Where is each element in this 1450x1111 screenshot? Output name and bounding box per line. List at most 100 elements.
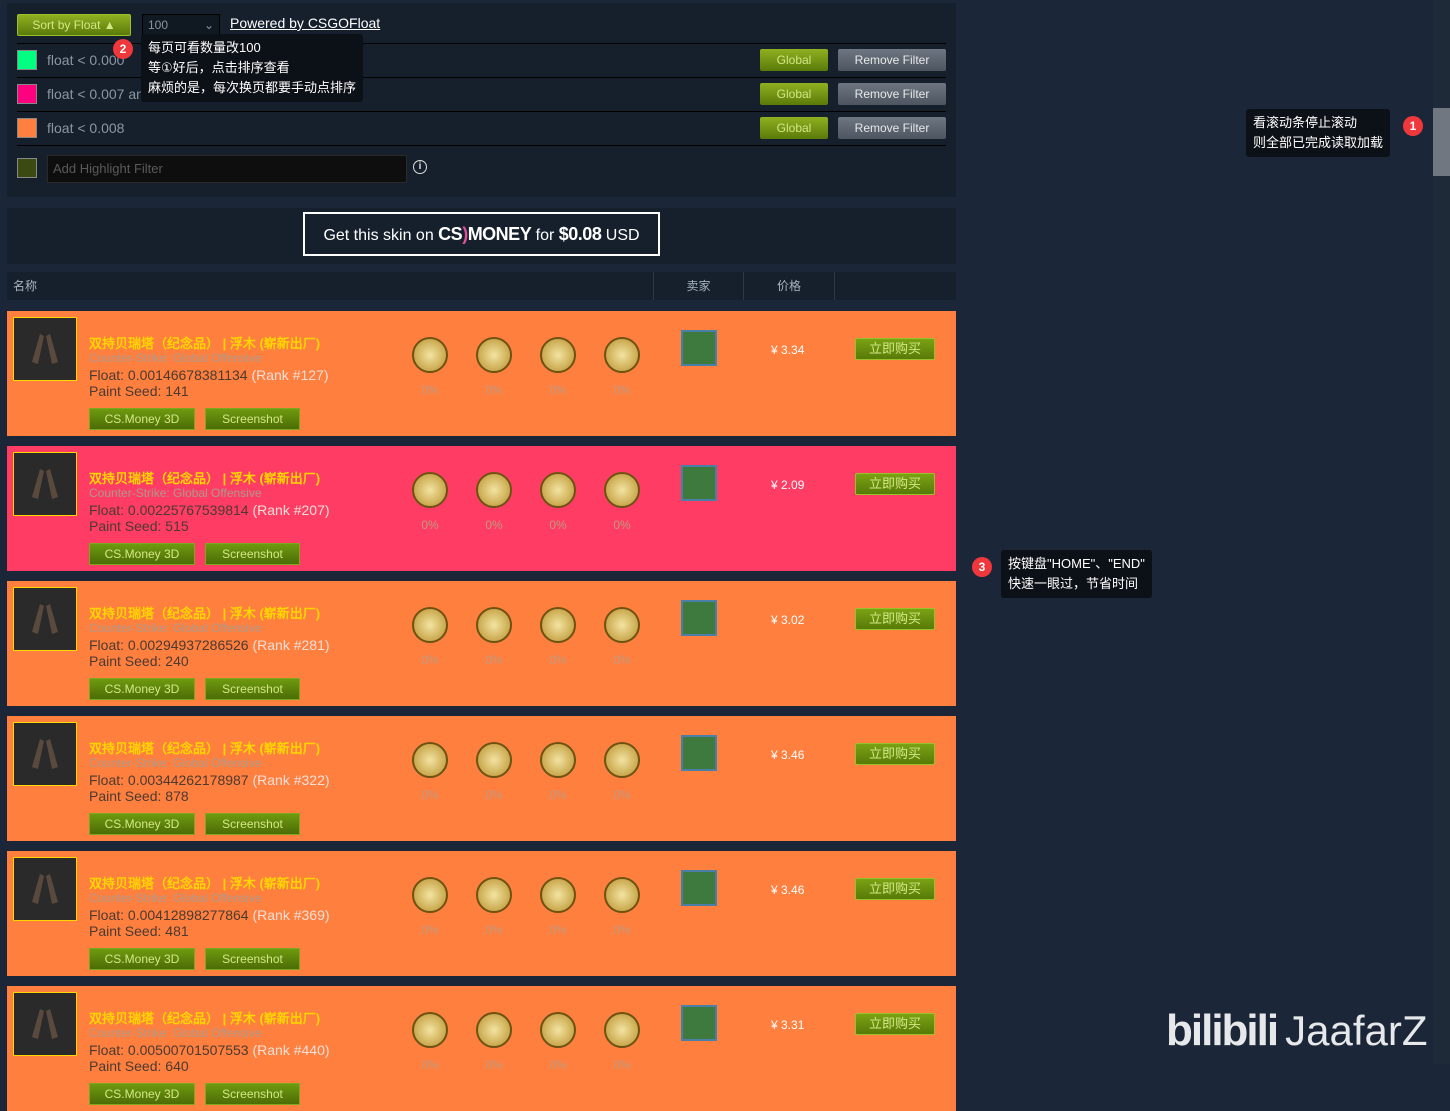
screenshot-button[interactable]: Screenshot bbox=[205, 543, 300, 565]
item-paint-seed: Paint Seed: 240 bbox=[89, 653, 189, 669]
sticker-mlg: 0% bbox=[473, 472, 515, 532]
sticker-mirage: 0% bbox=[537, 337, 579, 397]
item-float: Float: 0.00225767539814 (Rank #207) bbox=[89, 502, 330, 518]
annotation-tooltip: 按键盘"HOME"、"END" 快速一眼过，节省时间 bbox=[1001, 550, 1152, 598]
sticker-wear: 0% bbox=[549, 653, 567, 667]
global-button[interactable]: Global bbox=[760, 117, 828, 139]
sticker-wear: 0% bbox=[421, 788, 439, 802]
screenshot-button[interactable]: Screenshot bbox=[205, 1083, 300, 1105]
item-name[interactable]: 双持贝瑞塔（纪念品） | 浮木 (崭新出厂) bbox=[89, 471, 321, 486]
seller-avatar[interactable] bbox=[681, 600, 717, 636]
float-rank: (Rank #281) bbox=[252, 637, 330, 653]
buy-now-button[interactable]: 立即购买 bbox=[855, 1013, 935, 1035]
filter-label: float < 0.000 bbox=[47, 52, 125, 68]
item-thumbnail[interactable] bbox=[13, 452, 77, 516]
sticker-spirit-icon bbox=[476, 1012, 512, 1048]
item-name[interactable]: 双持贝瑞塔（纪念品） | 浮木 (崭新出厂) bbox=[89, 741, 321, 756]
sticker-heroic: 0% bbox=[409, 337, 451, 397]
item-paint-seed: Paint Seed: 640 bbox=[89, 1058, 189, 1074]
item-thumbnail[interactable] bbox=[13, 317, 77, 381]
csmoney-3d-button[interactable]: CS.Money 3D bbox=[89, 408, 195, 430]
annotation-tooltip: 看滚动条停止滚动 则全部已完成读取加载 bbox=[1246, 109, 1391, 157]
sticker-wear: 0% bbox=[549, 788, 567, 802]
add-filter-color-swatch[interactable] bbox=[17, 158, 37, 178]
seller-avatar[interactable] bbox=[681, 330, 717, 366]
screenshot-button[interactable]: Screenshot bbox=[205, 408, 300, 430]
sticker-pgl-icon bbox=[604, 1012, 640, 1048]
filter-row: float < 0.008 Global Remove Filter bbox=[17, 111, 946, 145]
sticker-gambit-icon bbox=[476, 742, 512, 778]
bilibili-watermark: bilibili JaafarZ bbox=[1166, 1006, 1428, 1055]
csmoney-3d-button[interactable]: CS.Money 3D bbox=[89, 1083, 195, 1105]
item-thumbnail[interactable] bbox=[13, 722, 77, 786]
remove-filter-button[interactable]: Remove Filter bbox=[838, 83, 946, 105]
buy-now-button[interactable]: 立即购买 bbox=[855, 743, 935, 765]
item-name[interactable]: 双持贝瑞塔（纪念品） | 浮木 (崭新出厂) bbox=[89, 336, 321, 351]
screenshot-button[interactable]: Screenshot bbox=[205, 813, 300, 835]
sticker-navi-icon bbox=[412, 742, 448, 778]
listing-row: 双持贝瑞塔（纪念品） | 浮木 (崭新出厂) Counter-Strike: G… bbox=[7, 851, 956, 976]
remove-filter-button[interactable]: Remove Filter bbox=[838, 49, 946, 71]
sticker-spirit-icon bbox=[412, 1012, 448, 1048]
scrollbar-thumb[interactable] bbox=[1433, 108, 1450, 176]
sticker-gambit: 0% bbox=[473, 742, 515, 802]
sticker-wear: 0% bbox=[485, 518, 503, 532]
seller-avatar[interactable] bbox=[681, 465, 717, 501]
item-paint-seed: Paint Seed: 141 bbox=[89, 383, 189, 399]
annotation-line: 按键盘"HOME"、"END" bbox=[1008, 556, 1145, 571]
screenshot-button[interactable]: Screenshot bbox=[205, 678, 300, 700]
sort-by-float-button[interactable]: Sort by Float ▲ bbox=[17, 14, 131, 36]
seller-avatar[interactable] bbox=[681, 1005, 717, 1041]
sticker-pgl: 0% bbox=[601, 1012, 643, 1072]
global-button[interactable]: Global bbox=[760, 83, 828, 105]
csmoney-3d-button[interactable]: CS.Money 3D bbox=[89, 678, 195, 700]
remove-filter-button[interactable]: Remove Filter bbox=[838, 117, 946, 139]
sticker-spirit: 0% bbox=[601, 877, 643, 937]
add-highlight-filter-input[interactable]: Add Highlight Filter bbox=[47, 155, 407, 183]
annotation-tooltip: 每页可看数量改100 等①好后，点击排序查看 麻烦的是，每次换页都要手动点排序 bbox=[141, 34, 364, 102]
buy-now-button[interactable]: 立即购买 bbox=[855, 878, 935, 900]
seller-avatar[interactable] bbox=[681, 870, 717, 906]
info-icon[interactable]: i bbox=[413, 160, 427, 174]
buy-now-button[interactable]: 立即购买 bbox=[855, 338, 935, 360]
sticker-mlg: 0% bbox=[537, 742, 579, 802]
buy-now-button[interactable]: 立即购买 bbox=[855, 473, 935, 495]
global-button[interactable]: Global bbox=[760, 49, 828, 71]
seller-avatar[interactable] bbox=[681, 735, 717, 771]
item-name[interactable]: 双持贝瑞塔（纪念品） | 浮木 (崭新出厂) bbox=[89, 1011, 321, 1026]
annotation-number-badge: 1 bbox=[1403, 116, 1423, 136]
page-size-select[interactable]: 100 ⌄ bbox=[142, 14, 220, 36]
item-paint-seed: Paint Seed: 878 bbox=[89, 788, 189, 804]
sticker-wear: 0% bbox=[421, 653, 439, 667]
buy-now-button[interactable]: 立即购买 bbox=[855, 608, 935, 630]
item-thumbnail[interactable] bbox=[13, 587, 77, 651]
item-name[interactable]: 双持贝瑞塔（纪念品） | 浮木 (崭新出厂) bbox=[89, 606, 321, 621]
powered-by-link[interactable]: Powered by CSGOFloat bbox=[230, 15, 381, 31]
scrollbar[interactable] bbox=[1433, 0, 1450, 1064]
item-thumbnail[interactable] bbox=[13, 857, 77, 921]
sticker-wear: 0% bbox=[421, 1058, 439, 1072]
sticker-faze-icon bbox=[476, 877, 512, 913]
sticker-navi: 0% bbox=[601, 607, 643, 667]
csmoney-3d-button[interactable]: CS.Money 3D bbox=[89, 948, 195, 970]
sticker-mirage-icon bbox=[540, 877, 576, 913]
sticker-mirage: 0% bbox=[537, 607, 579, 667]
csmoney-3d-button[interactable]: CS.Money 3D bbox=[89, 543, 195, 565]
csmoney-link[interactable]: Get this skin on CS)MONEY for $0.08 USD bbox=[303, 212, 660, 256]
sticker-wear: 0% bbox=[613, 923, 631, 937]
item-game: Counter-Strike: Global Offensive bbox=[89, 1026, 262, 1040]
item-name[interactable]: 双持贝瑞塔（纪念品） | 浮木 (崭新出厂) bbox=[89, 876, 321, 891]
sticker-mirage: 0% bbox=[601, 742, 643, 802]
float-rank: (Rank #207) bbox=[252, 502, 330, 518]
csmoney-3d-button[interactable]: CS.Money 3D bbox=[89, 813, 195, 835]
sticker-mirage-icon bbox=[540, 1012, 576, 1048]
filter-color-swatch[interactable] bbox=[17, 118, 37, 138]
item-thumbnail[interactable] bbox=[13, 992, 77, 1056]
chevron-down-icon: ⌄ bbox=[203, 18, 214, 32]
filter-color-swatch[interactable] bbox=[17, 84, 37, 104]
listing-row: 双持贝瑞塔（纪念品） | 浮木 (崭新出厂) Counter-Strike: G… bbox=[7, 446, 956, 571]
filter-color-swatch[interactable] bbox=[17, 50, 37, 70]
header-price: 价格 bbox=[743, 272, 834, 300]
screenshot-button[interactable]: Screenshot bbox=[205, 948, 300, 970]
watermark-user: JaafarZ bbox=[1285, 1007, 1428, 1054]
